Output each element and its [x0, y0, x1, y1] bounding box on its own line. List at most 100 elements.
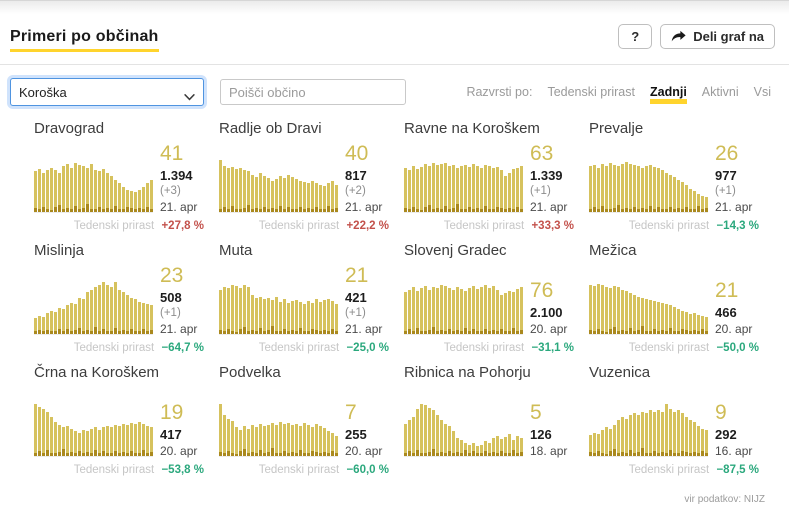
- card-body: 76 2.100 20. apr: [404, 268, 574, 335]
- chart-bar: [448, 160, 451, 212]
- total-cases: 417: [160, 427, 182, 442]
- sort-option-vsi[interactable]: Vsi: [753, 85, 771, 99]
- total-cases: 2.100: [530, 305, 563, 320]
- municipality-card[interactable]: Črna na Koroškem 19 417 20. apr Tedenski…: [34, 364, 204, 477]
- chart-bar: [428, 160, 431, 212]
- municipality-card[interactable]: Vuzenica 9 292 16. apr Tedenski prirast …: [589, 364, 759, 477]
- municipality-card[interactable]: Dravograd 41 1.394 (+3) 21. apr Tedenski…: [34, 120, 204, 233]
- chart-bar: [122, 404, 125, 456]
- chart-bar: [62, 282, 65, 334]
- chart-bar: [516, 404, 519, 456]
- municipality-card[interactable]: Ravne na Koroškem 63 1.339 (+1) 21. apr …: [404, 120, 574, 233]
- municipality-bar-chart: [34, 268, 153, 335]
- chart-bar: [283, 282, 286, 334]
- last-day-count: 26: [715, 141, 739, 165]
- chart-bar: [645, 282, 648, 334]
- total-cases: 508: [160, 289, 182, 305]
- header-divider: [0, 64, 789, 65]
- chart-bar: [492, 160, 495, 212]
- weekly-growth-value: −31,1 %: [531, 342, 574, 354]
- municipality-bar-chart: [589, 390, 708, 457]
- chart-bar: [142, 160, 145, 212]
- chart-bar: [673, 160, 676, 212]
- municipality-card[interactable]: Mežica 21 466 20. apr Tedenski prirast −…: [589, 242, 759, 355]
- card-stats: 63 1.339 (+1) 21. apr: [523, 143, 574, 214]
- chart-bar: [239, 404, 242, 456]
- chart-bar: [677, 404, 680, 456]
- chart-bar: [110, 404, 113, 456]
- chart-bar: [98, 404, 101, 456]
- chart-bar: [291, 404, 294, 456]
- region-select-value: Koroška: [19, 84, 67, 100]
- chart-bar: [38, 404, 41, 456]
- chart-bar: [621, 160, 624, 212]
- chart-bar: [597, 404, 600, 456]
- chart-bar: [412, 282, 415, 334]
- region-select[interactable]: Koroška: [10, 78, 204, 106]
- chart-bar: [138, 160, 141, 212]
- chart-bar: [126, 160, 129, 212]
- chart-bar: [331, 282, 334, 334]
- card-body: 63 1.339 (+1) 21. apr: [404, 143, 574, 214]
- municipality-card[interactable]: Radlje ob Dravi 40 817 (+2) 21. apr Tede…: [219, 120, 389, 233]
- municipality-card[interactable]: Ribnica na Pohorju 5 126 18. apr: [404, 364, 574, 477]
- chart-bar: [267, 282, 270, 334]
- chart-bar: [605, 160, 608, 212]
- chart-bar: [335, 404, 338, 456]
- chart-bar: [645, 404, 648, 456]
- chart-bar: [697, 160, 700, 212]
- sort-option-tedenski-prirast[interactable]: Tedenski prirast: [547, 85, 635, 99]
- municipality-bar-chart: [34, 146, 153, 213]
- page-title: Primeri po občinah: [10, 28, 159, 52]
- weekly-growth-row: Tedenski prirast −87,5 %: [589, 464, 759, 477]
- chart-bar: [609, 160, 612, 212]
- sort-option-zadnji[interactable]: Zadnji: [649, 85, 687, 104]
- chart-bar: [106, 160, 109, 212]
- chart-bar: [323, 282, 326, 334]
- question-mark-icon: ?: [631, 29, 640, 44]
- chart-bar: [303, 160, 306, 212]
- weekly-growth-value: −64,7 %: [161, 342, 204, 354]
- chart-bar: [613, 404, 616, 456]
- chart-bar: [705, 404, 708, 456]
- municipality-card[interactable]: Muta 21 421 (+1) 21. apr Tedenski priras…: [219, 242, 389, 355]
- municipality-card[interactable]: Slovenj Gradec 76 2.100 20. apr Tedenski…: [404, 242, 574, 355]
- last-date: 20. apr: [530, 322, 568, 336]
- chart-bar: [516, 282, 519, 334]
- chart-bar: [508, 404, 511, 456]
- municipality-card[interactable]: Podvelka 7 255 20. apr Tedenski prirast …: [219, 364, 389, 477]
- chart-bar: [408, 160, 411, 212]
- chart-bar: [267, 160, 270, 212]
- chart-bar: [589, 282, 592, 334]
- municipality-card[interactable]: Mislinja 23 508 (+1) 21. apr Tedenski pr…: [34, 242, 204, 355]
- chart-bar: [669, 160, 672, 212]
- share-button[interactable]: Deli graf na: [660, 24, 775, 49]
- chart-bar: [665, 160, 668, 212]
- chart-bar: [669, 404, 672, 456]
- sort-option-aktivni[interactable]: Aktivni: [701, 85, 739, 99]
- search-input[interactable]: [220, 79, 406, 105]
- chart-bar: [146, 282, 149, 334]
- controls-row: Koroška Razvrsti po: Tedenski prirast Za…: [0, 65, 789, 106]
- municipality-name: Vuzenica: [589, 364, 651, 381]
- total-cases: 255: [345, 427, 367, 442]
- chart-bar: [323, 160, 326, 212]
- chart-bar: [283, 160, 286, 212]
- chart-bar: [440, 160, 443, 212]
- help-button[interactable]: ?: [618, 24, 653, 49]
- chart-bar: [653, 282, 656, 334]
- chart-bar: [331, 160, 334, 212]
- total-cases: 977: [715, 167, 737, 183]
- chart-bar: [82, 160, 85, 212]
- chart-bar: [98, 160, 101, 212]
- chart-bar: [251, 404, 254, 456]
- chart-bar: [70, 160, 73, 212]
- chart-bar: [693, 282, 696, 334]
- municipality-card[interactable]: Prevalje 26 977 (+1) 21. apr Tedenski pr…: [589, 120, 759, 233]
- last-date: 21. apr: [160, 322, 198, 336]
- chart-bar: [468, 282, 471, 334]
- chart-bar: [303, 404, 306, 456]
- chart-bar: [279, 160, 282, 212]
- chart-bar: [508, 160, 511, 212]
- chart-bar: [34, 282, 37, 334]
